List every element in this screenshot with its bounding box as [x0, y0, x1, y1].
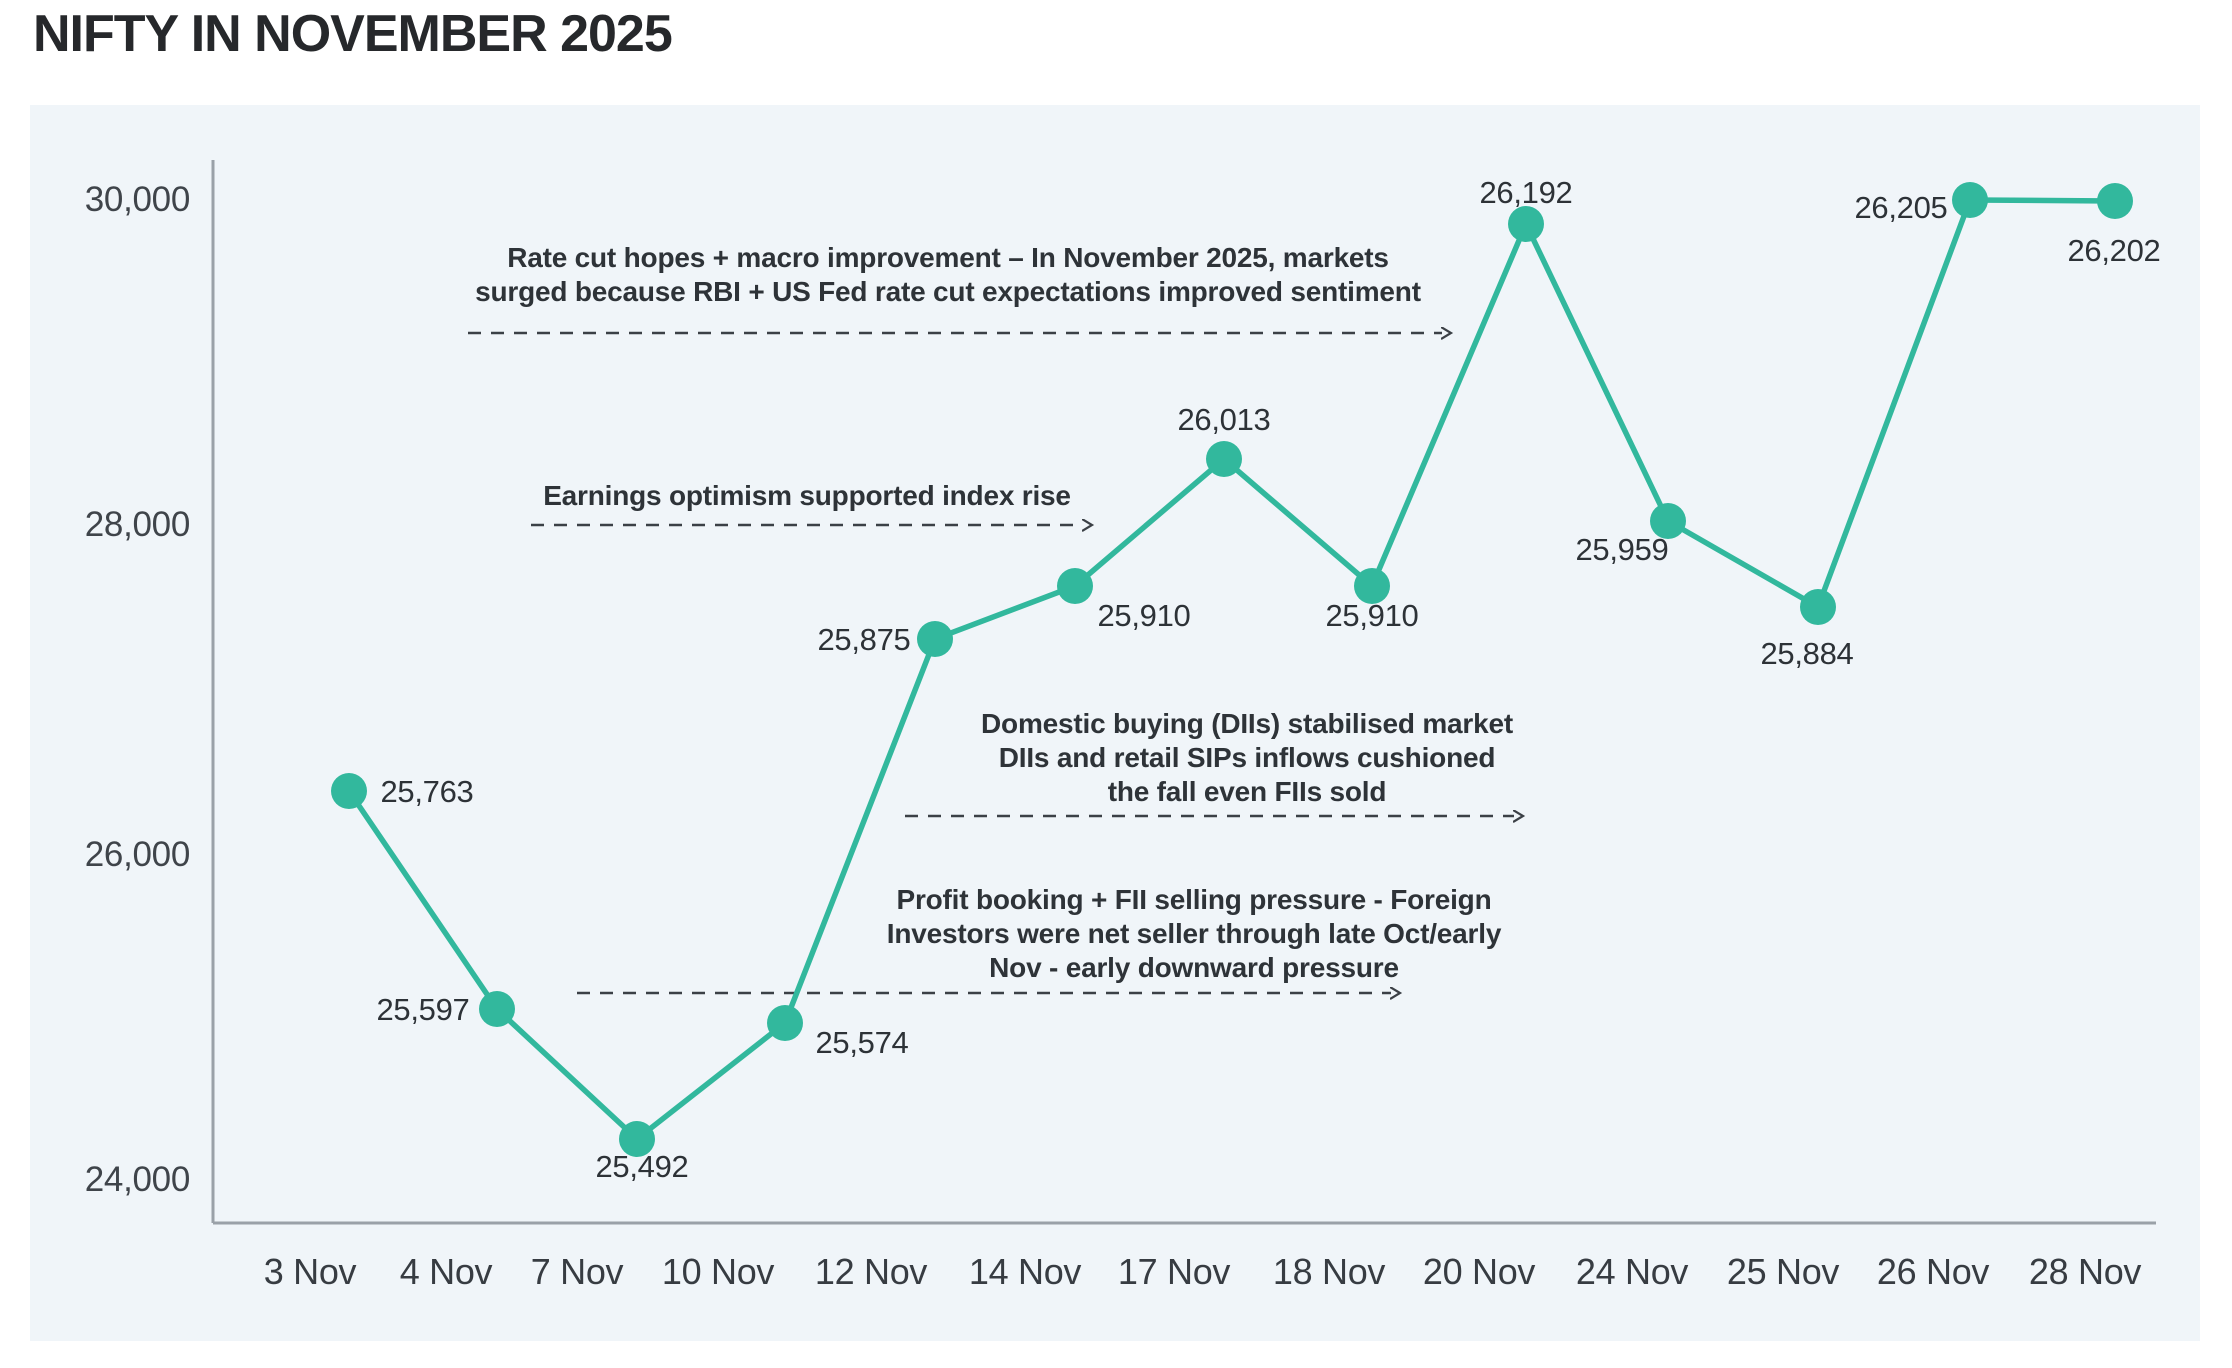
annotation-line: Rate cut hopes + macro improvement – In …	[507, 242, 1389, 273]
data-point-value-label: 25,959	[1575, 532, 1668, 567]
data-point-value-label: 25,574	[815, 1025, 908, 1060]
x-axis-category-label: 24 Nov	[1576, 1251, 1689, 1292]
annotation-line: Earnings optimism supported index rise	[543, 480, 1071, 511]
x-axis-category-label: 3 Nov	[264, 1251, 357, 1292]
data-point-value-label: 25,910	[1097, 598, 1190, 633]
data-point-17-nov	[1206, 441, 1242, 477]
annotation-line: Domestic buying (DIIs) stabilised market	[981, 708, 1513, 739]
data-point-25-nov	[1800, 589, 1836, 625]
annotation-text: Earnings optimism supported index rise	[543, 480, 1071, 511]
data-point-14-nov	[1057, 568, 1093, 604]
data-point-value-label: 25,597	[376, 992, 469, 1027]
annotation-line: the fall even FIIs sold	[1108, 776, 1387, 807]
annotation-3: Domestic buying (DIIs) stabilised market…	[905, 708, 1514, 816]
x-axis-category-label: 17 Nov	[1118, 1251, 1231, 1292]
x-axis-category-label: 28 Nov	[2029, 1251, 2142, 1292]
y-axis-tick-label: 28,000	[85, 505, 190, 544]
data-point-value-label: 25,492	[595, 1149, 688, 1184]
data-point-4-nov	[479, 991, 515, 1027]
page-title: NIFTY IN NOVEMBER 2025	[33, 5, 673, 63]
data-point-value-label: 26,013	[1177, 402, 1270, 437]
x-axis-category-label: 25 Nov	[1727, 1251, 1840, 1292]
y-axis-tick-label: 26,000	[85, 835, 190, 874]
data-point-18-nov	[1354, 568, 1390, 604]
data-point-20-nov	[1508, 206, 1544, 242]
data-point-value-label: 25,763	[380, 774, 473, 809]
x-axis-category-label: 7 Nov	[531, 1251, 624, 1292]
data-point-value-label: 26,205	[1854, 190, 1947, 225]
annotation-line: DIIs and retail SIPs inflows cushioned	[999, 742, 1496, 773]
x-axis-category-label: 18 Nov	[1273, 1251, 1386, 1292]
data-point-26-nov	[1952, 182, 1988, 218]
annotation-text: Rate cut hopes + macro improvement – In …	[475, 242, 1421, 307]
data-point-value-label: 25,875	[817, 622, 910, 657]
data-point-10-nov	[767, 1005, 803, 1041]
data-point-value-label: 25,884	[1760, 636, 1853, 671]
data-point-value-label: 25,910	[1325, 598, 1418, 633]
annotation-text: Domestic buying (DIIs) stabilised market…	[981, 708, 1513, 807]
series-layer	[331, 182, 2133, 1157]
annotation-line: Nov - early downward pressure	[989, 952, 1399, 983]
y-axis-tick-label: 24,000	[85, 1160, 190, 1199]
data-point-value-label: 26,192	[1479, 175, 1572, 210]
annotation-1: Rate cut hopes + macro improvement – In …	[468, 242, 1442, 333]
data-point-value-label: 26,202	[2067, 233, 2160, 268]
x-axis-category-label: 26 Nov	[1877, 1251, 1990, 1292]
y-axis-tick-label: 30,000	[85, 180, 190, 219]
annotation-text: Profit booking + FII selling pressure - …	[887, 884, 1502, 983]
chart-panel-background	[30, 105, 2200, 1341]
data-point-24-nov	[1650, 503, 1686, 539]
x-axis-category-label: 14 Nov	[969, 1251, 1082, 1292]
annotations-layer: Rate cut hopes + macro improvement – In …	[468, 242, 1514, 993]
x-axis-category-label: 4 Nov	[400, 1251, 493, 1292]
data-point-28-nov	[2097, 183, 2133, 219]
annotation-2: Earnings optimism supported index rise	[531, 480, 1083, 525]
x-axis-category-label: 12 Nov	[815, 1251, 928, 1292]
data-point-7-nov	[619, 1121, 655, 1157]
x-axis-category-label: 20 Nov	[1423, 1251, 1536, 1292]
annotation-line: Profit booking + FII selling pressure - …	[896, 884, 1491, 915]
data-point-12-nov	[917, 621, 953, 657]
data-point-3-nov	[331, 773, 367, 809]
labels-layer: 30,000 28,000 26,000 24,000 3 Nov 4 Nov 7 Nov 1…	[85, 175, 2161, 1292]
annotation-line: Investors were net seller through late O…	[887, 918, 1502, 949]
annotation-4: Profit booking + FII selling pressure - …	[577, 884, 1502, 993]
x-axis-category-label: 10 Nov	[662, 1251, 775, 1292]
annotation-line: surged because RBI + US Fed rate cut exp…	[475, 276, 1421, 307]
